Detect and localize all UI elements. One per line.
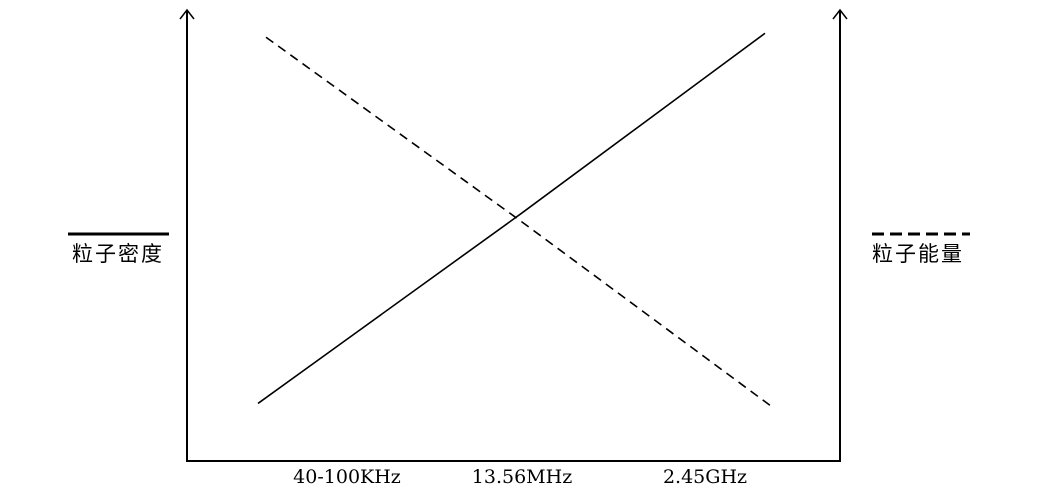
series-line-particle-density bbox=[257, 32, 766, 405]
axes bbox=[179, 8, 848, 462]
left-y-axis-arrow-icon bbox=[179, 8, 195, 20]
legend-particle-density: 粒子密度 bbox=[72, 242, 164, 266]
legend-particle-energy: 粒子能量 bbox=[872, 242, 964, 266]
x-tick-label: 13.56MHz bbox=[471, 466, 573, 488]
right-y-axis-arrow-icon bbox=[832, 8, 848, 20]
x-tick-label: 2.45GHz bbox=[662, 466, 748, 488]
x-tick-label: 40-100KHz bbox=[293, 466, 401, 488]
series-line-particle-energy bbox=[265, 36, 771, 406]
